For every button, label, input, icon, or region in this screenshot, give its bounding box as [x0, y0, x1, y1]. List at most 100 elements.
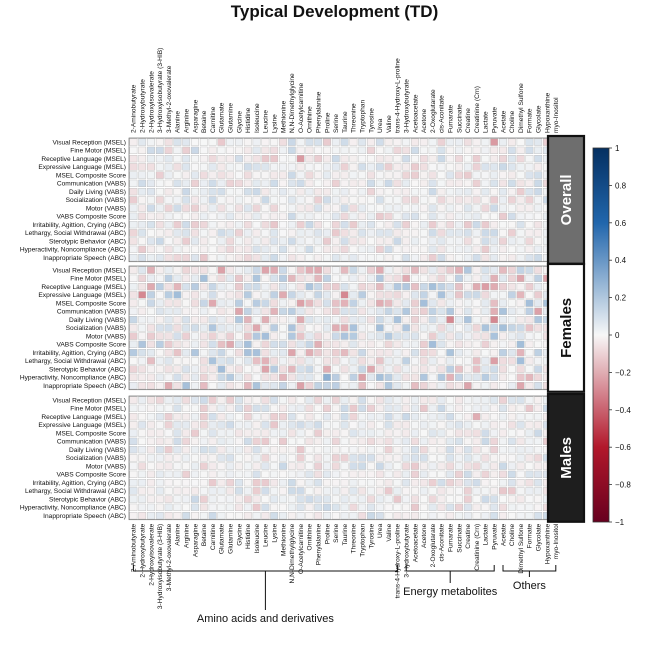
heatmap-cell [314, 373, 323, 382]
heatmap-cell [287, 324, 296, 332]
heatmap-cell [279, 154, 287, 163]
heatmap-cell [384, 307, 393, 316]
heatmap-cell [243, 204, 252, 212]
heatmap-cell [516, 163, 525, 171]
heatmap-cell [129, 404, 138, 413]
heatmap-cell [155, 229, 164, 237]
heatmap-cell [279, 454, 287, 462]
heatmap-cell [437, 245, 446, 253]
heatmap-cell [384, 274, 393, 283]
heatmap-cell [516, 237, 525, 245]
heatmap-cell [182, 245, 191, 253]
colorbar-tick-label: −0.8 [615, 481, 631, 490]
heatmap-cell [270, 503, 279, 512]
heatmap-cell [419, 404, 428, 413]
y-tick-label: Communication (VABS) [57, 181, 126, 188]
heatmap-cell [314, 454, 323, 462]
heatmap-cell [287, 307, 296, 316]
heatmap-cell [252, 349, 261, 357]
heatmap-cell [472, 470, 481, 479]
heatmap-cell [340, 470, 349, 479]
heatmap-cell [235, 324, 243, 332]
heatmap-cell [490, 204, 499, 212]
heatmap-cell [358, 154, 367, 163]
heatmap-cell [226, 470, 235, 479]
heatmap-cell [507, 299, 516, 307]
heatmap-cell [129, 138, 138, 146]
heatmap-cell [507, 495, 516, 503]
heatmap-cell [279, 138, 287, 146]
heatmap-cell [349, 220, 358, 229]
heatmap-cell [331, 245, 340, 253]
heatmap-cell [129, 283, 138, 291]
heatmap-cell [191, 437, 199, 446]
heatmap-cell [472, 146, 481, 154]
heatmap-cell [323, 171, 331, 179]
heatmap-cell [323, 479, 331, 487]
heatmap-cell [296, 316, 305, 324]
heatmap-cell [455, 146, 463, 154]
heatmap-cell [199, 299, 208, 307]
heatmap-cell [516, 349, 525, 357]
heatmap-cell [305, 291, 314, 299]
heatmap-cell [358, 357, 367, 365]
heatmap-cell [367, 220, 375, 229]
heatmap-cell [261, 196, 270, 204]
heatmap-cell [411, 266, 419, 274]
heatmap-cell [138, 237, 147, 245]
heatmap-cell [182, 421, 191, 429]
heatmap-cell [375, 204, 384, 212]
heatmap-cell [331, 187, 340, 196]
heatmap-cell [446, 365, 455, 373]
heatmap-cell [534, 253, 543, 262]
heatmap-cell [375, 454, 384, 462]
heatmap-cell [481, 479, 490, 487]
heatmap-cell [287, 253, 296, 262]
heatmap-cell [349, 429, 358, 437]
heatmap-cell [305, 316, 314, 324]
x-tick-label-bottom: Serine [333, 523, 340, 542]
heatmap-cell [393, 332, 402, 340]
heatmap-cell [155, 179, 164, 187]
heatmap-cell [296, 307, 305, 316]
heatmap-cell [138, 495, 147, 503]
group-label: Amino acids and derivatives [197, 613, 334, 625]
heatmap-cell [243, 274, 252, 283]
heatmap-cell [534, 404, 543, 413]
heatmap-cell [534, 220, 543, 229]
heatmap-cell [296, 266, 305, 274]
heatmap-cell [208, 503, 217, 512]
heatmap-cell [455, 196, 463, 204]
heatmap-cell [208, 429, 217, 437]
heatmap-cell [147, 373, 155, 382]
heatmap-cell [191, 154, 199, 163]
heatmap-cell [507, 332, 516, 340]
heatmap-cell [243, 470, 252, 479]
heatmap-cell [147, 291, 155, 299]
x-labels-bottom: 2-Aminobutyrate 2-Hydroxybutyrate 2-Hydrox… [131, 523, 560, 609]
heatmap-cell [490, 495, 499, 503]
heatmap-cell [129, 253, 138, 262]
heatmap-cell [411, 396, 419, 404]
heatmap-cell [164, 171, 173, 179]
heatmap-cell [305, 429, 314, 437]
heatmap-cell [199, 365, 208, 373]
heatmap-cell [419, 421, 428, 429]
heatmap-cell [534, 470, 543, 479]
heatmap-cell [243, 266, 252, 274]
heatmap-cell [393, 291, 402, 299]
heatmap-cell [235, 503, 243, 512]
heatmap-cell [279, 245, 287, 253]
heatmap-cell [340, 245, 349, 253]
heatmap-cell [358, 512, 367, 520]
heatmap-cell [411, 340, 419, 349]
heatmap-cell [375, 154, 384, 163]
heatmap-cell [507, 283, 516, 291]
heatmap-cell [507, 429, 516, 437]
heatmap-cell [402, 307, 411, 316]
heatmap-cell [191, 332, 199, 340]
heatmap-cell [270, 196, 279, 204]
heatmap-cell [402, 357, 411, 365]
heatmap-cell [261, 291, 270, 299]
heatmap-cell [358, 462, 367, 470]
